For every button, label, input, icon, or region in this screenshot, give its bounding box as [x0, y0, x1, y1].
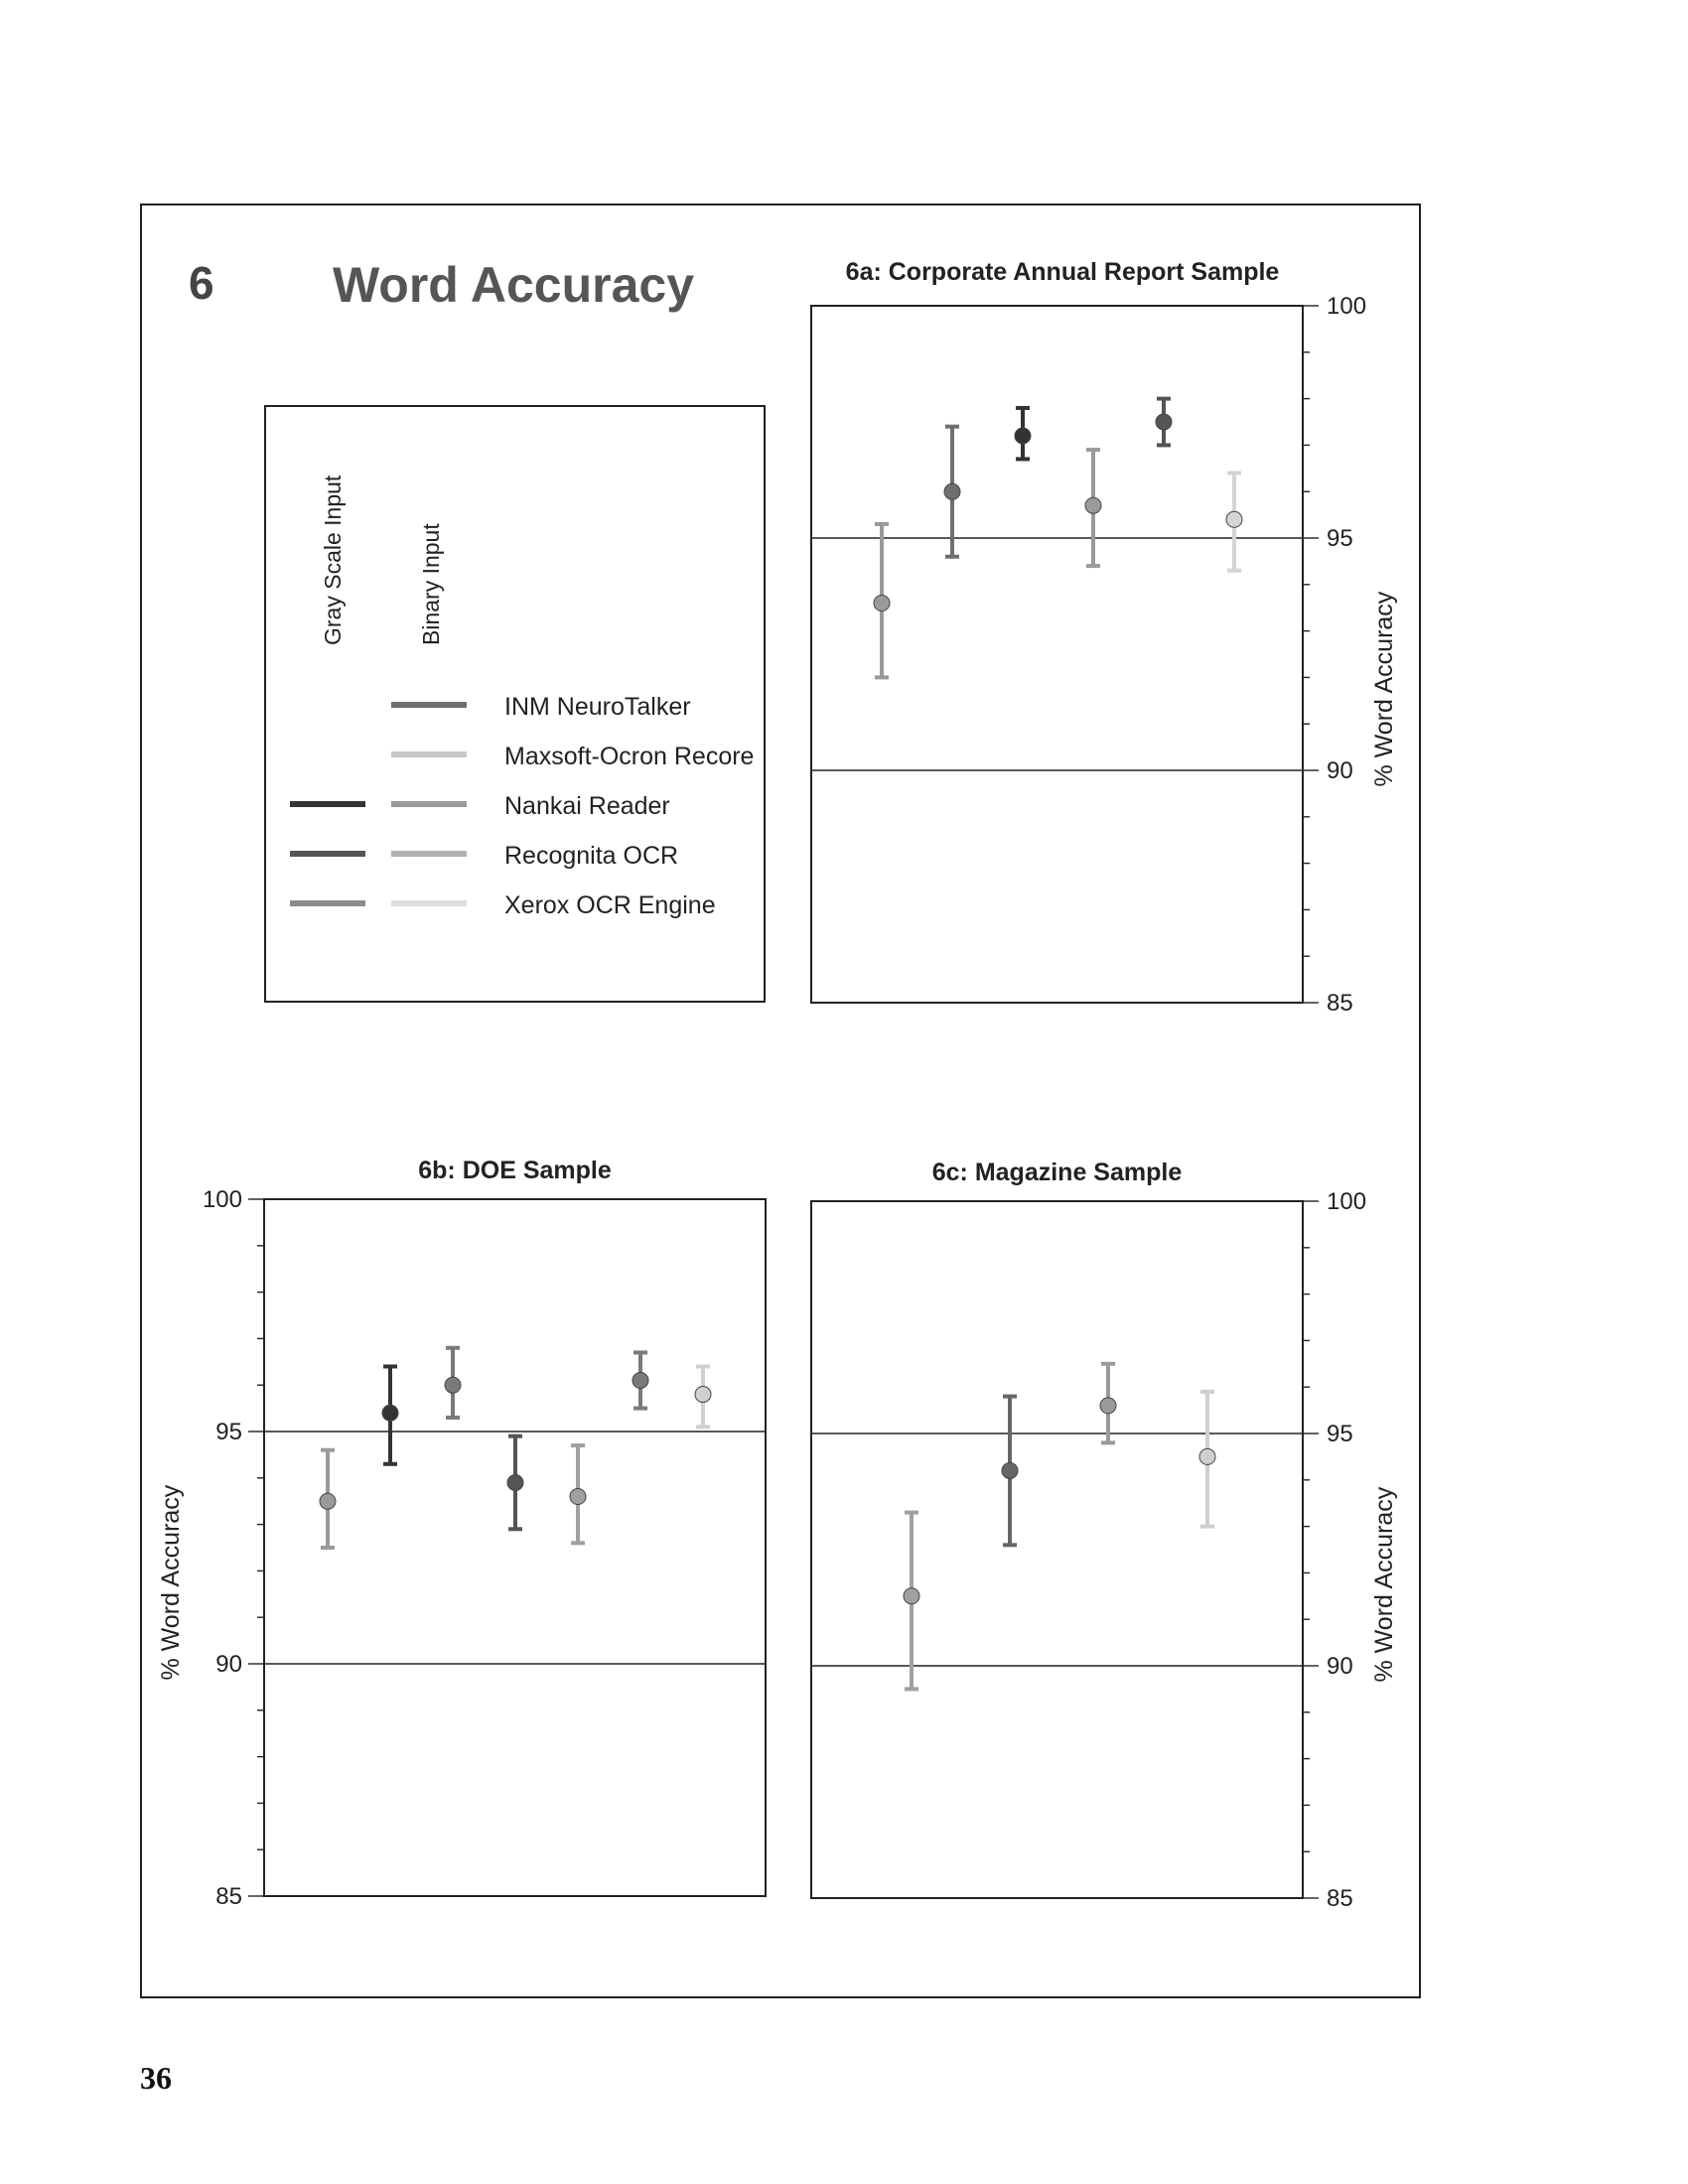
data-point-group	[1084, 448, 1102, 569]
data-point-group	[903, 1510, 920, 1692]
chart-6c-title: 6c: Magazine Sample	[931, 1159, 1183, 1186]
data-point	[1001, 1461, 1019, 1479]
data-point	[1099, 1397, 1117, 1415]
legend-swatch-nankai-gray	[290, 801, 365, 807]
data-point	[873, 595, 891, 613]
y-tick-label: 90	[1327, 1653, 1353, 1680]
data-point	[694, 1386, 712, 1404]
data-point	[1225, 510, 1243, 528]
data-point-group	[569, 1443, 587, 1546]
data-point	[1084, 496, 1102, 514]
y-axis-title: % Word Accuracy	[1370, 591, 1398, 786]
chart-6a: 85 90 95 100 % Word Accuracy	[810, 293, 1398, 1017]
legend-box: Gray Scale Input Binary Input INM NeuroT…	[264, 405, 766, 1003]
data-point	[506, 1473, 524, 1491]
y-tick-label: 100	[1327, 1188, 1366, 1215]
y-tick-label: 85	[215, 1883, 242, 1910]
legend-swatch-maxsoft-binary	[391, 751, 467, 757]
legend-label-recognita: Recognita OCR	[504, 842, 679, 870]
data-point-group	[1155, 396, 1173, 448]
legend-swatch-recognita-binary	[391, 851, 467, 857]
chart-6b: 85 90 95 100 % Word Accuracy	[157, 1186, 767, 1910]
y-axis-title: % Word Accuracy	[1370, 1486, 1398, 1682]
legend-swatch-xerox-gray	[290, 900, 365, 906]
figure-frame	[140, 204, 1421, 1998]
data-point	[903, 1587, 920, 1605]
data-point-group	[506, 1433, 524, 1532]
y-axis-title: % Word Accuracy	[157, 1484, 185, 1680]
plot-frame	[810, 1200, 1304, 1899]
data-point-group	[873, 521, 891, 680]
data-point-group	[1225, 471, 1243, 573]
legend-swatch-recognita-gray	[290, 851, 365, 857]
legend-swatch-nankai-binary	[391, 801, 467, 807]
data-point	[444, 1376, 462, 1394]
legend-label-xerox: Xerox OCR Engine	[504, 891, 716, 919]
figure-title: Word Accuracy	[333, 257, 695, 313]
data-point	[319, 1492, 337, 1510]
y-tick-label: 95	[1327, 1421, 1353, 1447]
y-tick-label: 95	[1327, 525, 1353, 552]
data-point-group	[444, 1345, 462, 1420]
legend-label-maxsoft: Maxsoft-Ocron Recore	[504, 743, 755, 770]
legend-label-nankai: Nankai Reader	[504, 792, 670, 820]
data-point-group	[943, 424, 961, 559]
chart-6b-title: 6b: DOE Sample	[418, 1157, 612, 1184]
y-tick-label: 95	[215, 1419, 242, 1445]
y-tick-label: 90	[215, 1651, 242, 1678]
y-tick-label: 90	[1327, 757, 1353, 784]
y-tick-label: 85	[1327, 1885, 1353, 1912]
y-tick-label: 85	[1327, 990, 1353, 1017]
data-point-group	[632, 1350, 649, 1411]
data-point	[381, 1404, 399, 1422]
y-tick-label: 100	[203, 1186, 242, 1213]
data-point	[1014, 427, 1032, 445]
chart-6c: 85 90 95 100 % Word Accuracy	[810, 1188, 1398, 1912]
data-point	[943, 482, 961, 500]
legend-label-neurotalker: INM NeuroTalker	[504, 693, 691, 721]
y-tick-label: 100	[1327, 293, 1366, 320]
page-number: 36	[140, 2060, 172, 2096]
data-point-group	[381, 1364, 399, 1466]
data-point	[1155, 413, 1173, 431]
plot-frame	[810, 305, 1304, 1004]
data-point-group	[1014, 405, 1032, 462]
plot-frame	[263, 1198, 767, 1897]
data-point-group	[1099, 1361, 1117, 1445]
data-point-group	[694, 1364, 712, 1430]
legend-swatch-neurotalker-binary	[391, 702, 467, 708]
figure-number: 6	[189, 257, 214, 309]
data-point-group	[1001, 1394, 1019, 1548]
chart-6a-title: 6a: Corporate Annual Report Sample	[845, 258, 1280, 286]
data-point	[569, 1488, 587, 1506]
data-point	[1198, 1447, 1216, 1465]
legend-swatch-xerox-binary	[391, 900, 467, 906]
data-point-group	[1198, 1389, 1216, 1529]
data-point-group	[319, 1447, 337, 1550]
data-point	[632, 1372, 649, 1390]
